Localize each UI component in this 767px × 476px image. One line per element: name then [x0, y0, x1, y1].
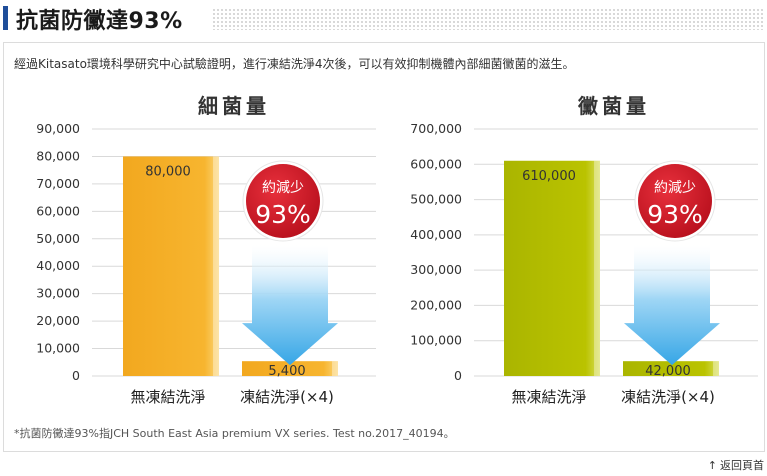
- bar: [123, 156, 219, 376]
- content-panel: 經過Kitasato環境科學研究中心試驗證明，進行凍結洗淨4次後，可以有效抑制機…: [3, 42, 765, 452]
- x-category-label: 無凍結洗淨: [130, 388, 205, 406]
- reduction-arrow-icon: [242, 245, 338, 366]
- bar: [504, 160, 600, 376]
- y-tick-label: 60,000: [36, 203, 80, 218]
- reduction-arrow-icon: [624, 245, 720, 366]
- y-tick-label: 400,000: [410, 227, 462, 242]
- y-tick-label: 500,000: [410, 192, 462, 207]
- y-tick-label: 40,000: [36, 258, 80, 273]
- bar-edge: [594, 160, 600, 376]
- chart-title: 黴菌量: [577, 94, 650, 118]
- bar-value-label: 5,400: [268, 364, 305, 379]
- bar-value-label: 80,000: [145, 164, 191, 179]
- y-tick-label: 200,000: [410, 297, 462, 312]
- back-to-top-link[interactable]: ↑ 返回頁首: [708, 457, 764, 473]
- header-accent-bar: [3, 6, 8, 30]
- x-category-label: 凍結洗淨(×4): [240, 388, 334, 406]
- footnote: *抗菌防黴達93%指JCH South East Asia premium VX…: [14, 427, 455, 440]
- y-tick-label: 700,000: [410, 121, 462, 136]
- badge-text-line1: 約減少: [262, 179, 304, 196]
- x-category-label: 無凍結洗淨: [511, 388, 586, 406]
- y-tick-label: 0: [72, 368, 80, 383]
- bar-edge: [213, 156, 219, 376]
- bar-edge: [713, 361, 719, 376]
- intro-text: 經過Kitasato環境科學研究中心試驗證明，進行凍結洗淨4次後，可以有效抑制機…: [14, 57, 575, 71]
- y-tick-label: 0: [454, 368, 462, 383]
- badge-text-line2: 93%: [255, 200, 311, 229]
- y-tick-label: 80,000: [36, 148, 80, 163]
- bar: [242, 361, 338, 376]
- y-tick-label: 10,000: [36, 341, 80, 356]
- badge-text-line2: 93%: [647, 200, 703, 229]
- y-tick-label: 300,000: [410, 262, 462, 277]
- section-header: 抗菌防黴達93%: [0, 0, 767, 34]
- chart-title: 細菌量: [198, 94, 270, 118]
- x-category-label: 凍結洗淨(×4): [621, 388, 715, 406]
- bar: [623, 361, 719, 376]
- bar-value-label: 610,000: [522, 169, 576, 184]
- y-tick-label: 70,000: [36, 176, 80, 191]
- bar-value-label: 42,000: [645, 364, 691, 379]
- reduction-badge: [246, 164, 320, 238]
- charts-area: 細菌量 90,000 80,000 70,000 60,000 50,000 40,000 3…: [36, 94, 758, 406]
- back-to-top-label: 返回頁首: [720, 459, 764, 472]
- section-title: 抗菌防黴達93%: [16, 9, 183, 34]
- y-tick-label: 50,000: [36, 231, 80, 246]
- y-tick-label: 30,000: [36, 286, 80, 301]
- arrow-up-icon: ↑: [707, 459, 717, 472]
- y-tick-label: 600,000: [410, 156, 462, 171]
- y-tick-label: 100,000: [410, 333, 462, 348]
- badge-text-line1: 約減少: [654, 179, 696, 196]
- reduction-badge: [638, 164, 712, 238]
- bar-edge: [332, 361, 338, 376]
- y-tick-label: 90,000: [36, 121, 80, 136]
- y-tick-label: 20,000: [36, 313, 80, 328]
- header-dotted-pattern: [212, 8, 765, 30]
